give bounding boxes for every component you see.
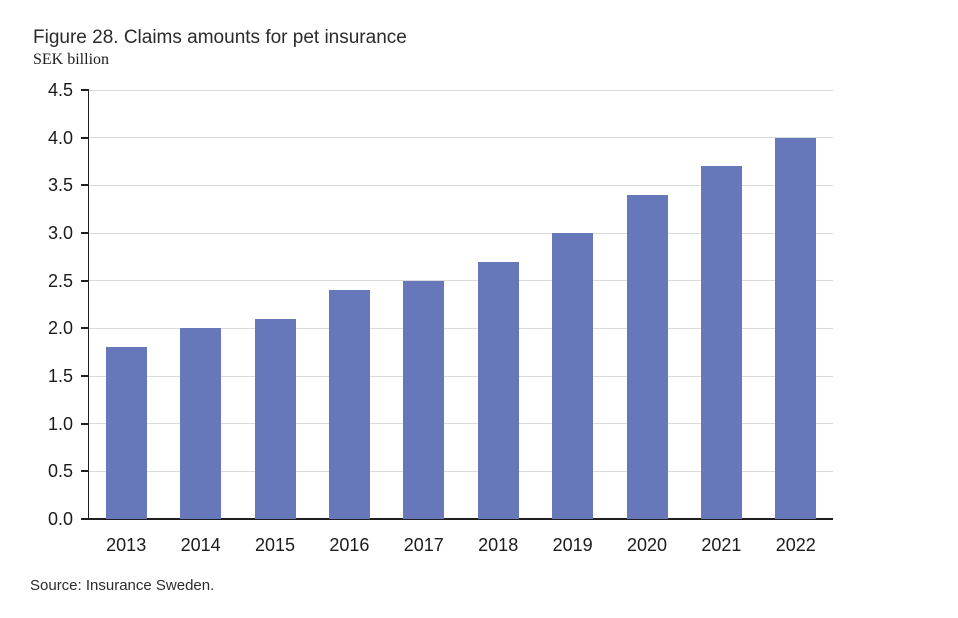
source-note: Source: Insurance Sweden. (30, 577, 215, 594)
x-tick-label: 2022 (775, 535, 816, 555)
y-tick-label: 1.0 (47, 413, 73, 434)
bar-2019 (552, 233, 594, 519)
y-tick-label: 0.0 (47, 509, 73, 529)
bar-2020 (626, 194, 668, 519)
y-tick-label: 0.5 (47, 461, 73, 482)
gridline (89, 232, 833, 234)
gridline (89, 375, 833, 377)
gridline (89, 280, 833, 282)
chart-title: Figure 28. Claims amounts for pet insura… (33, 27, 407, 48)
gridline (89, 470, 833, 472)
bar-2022 (775, 137, 817, 519)
y-tick-label: 3.5 (47, 175, 73, 196)
bar-2021 (700, 166, 742, 519)
x-tick-label: 2021 (701, 535, 742, 555)
y-tick-label: 4.5 (47, 80, 73, 100)
y-tick-label: 1.5 (47, 366, 73, 386)
y-axis-tick (81, 279, 89, 282)
gridline (89, 327, 833, 329)
y-tick-label: 2.5 (47, 270, 73, 291)
y-axis-tick (81, 89, 89, 91)
y-axis-tick (81, 136, 89, 139)
x-tick-label: 2016 (329, 535, 370, 555)
y-tick-label: 2.0 (47, 318, 73, 339)
y-tick-label: 3.0 (47, 223, 73, 243)
y-axis-tick (81, 327, 89, 330)
bar-2015 (254, 318, 296, 519)
gridline (89, 423, 833, 425)
bar-2018 (477, 261, 519, 519)
x-tick-label: 2020 (626, 535, 668, 555)
y-axis-tick (81, 232, 89, 234)
y-axis-line (87, 89, 89, 520)
y-axis-tick (81, 470, 89, 473)
x-tick-label: 2019 (552, 535, 593, 555)
y-axis-unit-label: SEK billion (33, 51, 110, 68)
x-tick-label: 2017 (403, 535, 444, 555)
gridline (89, 137, 833, 139)
x-axis-line (87, 518, 833, 520)
y-axis-tick (81, 422, 89, 425)
gridline (89, 89, 833, 91)
bar-2017 (403, 280, 445, 519)
y-axis-tick (81, 375, 89, 377)
y-axis-tick (81, 518, 89, 520)
bar-2016 (328, 290, 370, 519)
x-tick-label: 2018 (478, 535, 519, 555)
x-tick-label: 2015 (254, 535, 296, 555)
x-tick-label: 2013 (106, 535, 147, 555)
y-tick-label: 4.0 (47, 127, 73, 148)
y-axis-tick (81, 184, 89, 187)
bar-2014 (180, 328, 222, 519)
gridline (89, 184, 833, 186)
bar-2013 (105, 347, 147, 519)
x-tick-label: 2014 (180, 535, 221, 555)
